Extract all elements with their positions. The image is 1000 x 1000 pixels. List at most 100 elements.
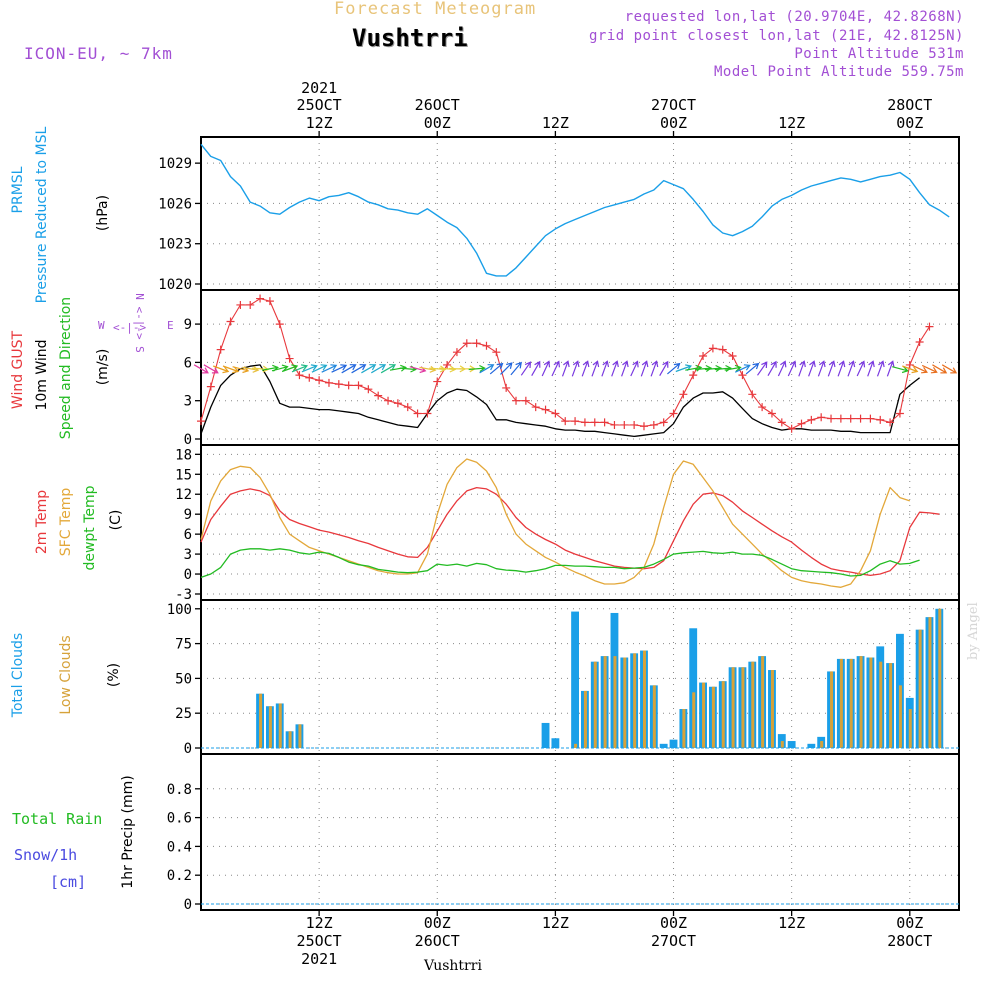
wind-direction-arrow bbox=[745, 362, 760, 375]
wind-direction-arrow bbox=[724, 364, 742, 372]
gust-marker bbox=[659, 418, 668, 427]
wind-direction-arrow bbox=[571, 360, 580, 377]
total-cloud-bar bbox=[659, 743, 668, 748]
wind-direction-arrow bbox=[291, 364, 309, 373]
low-cloud-bar bbox=[259, 693, 263, 748]
total-cloud-bar bbox=[787, 741, 796, 748]
label-snow-unit: [cm] bbox=[50, 873, 86, 891]
y-tick-label: 9 bbox=[184, 317, 192, 333]
total-cloud-bar bbox=[571, 611, 579, 748]
wind-direction-arrow bbox=[212, 365, 230, 374]
wind-direction-arrow bbox=[767, 360, 777, 376]
wind-direction-arrow bbox=[932, 364, 948, 374]
wind-direction-arrow bbox=[500, 362, 513, 375]
y-tick-label: 100 bbox=[167, 602, 192, 618]
gust-marker bbox=[512, 396, 521, 405]
low-cloud-bar bbox=[633, 653, 637, 748]
gust-marker bbox=[413, 409, 422, 418]
low-cloud-bar bbox=[741, 667, 745, 748]
wind-direction-arrow bbox=[520, 361, 532, 376]
bottom-hour-label: 00Z bbox=[660, 914, 687, 932]
gust-marker bbox=[748, 390, 757, 399]
wind-direction-arrow bbox=[419, 365, 437, 373]
low-cloud-bar bbox=[278, 703, 282, 748]
wind-direction-arrow bbox=[331, 364, 348, 373]
wind-direction-arrow bbox=[479, 364, 495, 374]
gust-marker bbox=[285, 354, 294, 363]
y-tick-label: 9 bbox=[184, 507, 192, 523]
gust-marker bbox=[708, 344, 717, 353]
low-cloud-bar bbox=[830, 671, 834, 748]
gust-marker bbox=[571, 417, 580, 426]
wind-direction-arrow bbox=[856, 360, 866, 377]
top-hour-label: 12Z bbox=[542, 114, 569, 132]
wind-direction-arrow bbox=[659, 360, 669, 376]
gust-marker bbox=[797, 419, 806, 428]
wind-direction-arrow bbox=[886, 360, 895, 377]
wind-direction-arrow bbox=[601, 360, 610, 377]
gust-marker bbox=[738, 371, 747, 380]
gust-marker bbox=[384, 396, 393, 405]
label-celsius: (C) bbox=[108, 510, 124, 531]
y-tick-label: 50 bbox=[175, 671, 192, 687]
y-tick-label: 6 bbox=[184, 355, 192, 371]
gust-marker bbox=[433, 377, 442, 386]
low-cloud-bar bbox=[613, 656, 617, 748]
panel-frame bbox=[200, 599, 960, 755]
label-low-clouds: Low Clouds bbox=[58, 635, 74, 714]
wind-direction-arrow bbox=[847, 360, 856, 377]
footer-location: Vushtrri bbox=[424, 958, 482, 974]
low-cloud-bar bbox=[820, 741, 824, 748]
wind-direction-arrow bbox=[429, 365, 447, 373]
wind-direction-arrow bbox=[704, 364, 723, 372]
gust-marker bbox=[393, 399, 402, 408]
compass-horizontal: <-|-> bbox=[113, 321, 146, 334]
gust-marker bbox=[324, 378, 333, 387]
compass-west: W bbox=[98, 319, 105, 332]
gust-marker bbox=[876, 415, 885, 424]
bottom-hour-label: 00Z bbox=[424, 914, 451, 932]
low-cloud-bar bbox=[593, 661, 597, 748]
low-cloud-bar bbox=[761, 656, 765, 748]
gust-marker bbox=[718, 345, 727, 354]
low-cloud-bar bbox=[288, 731, 292, 748]
gust-marker bbox=[925, 322, 934, 331]
gust-marker bbox=[807, 415, 816, 424]
wind-direction-arrow bbox=[714, 364, 732, 372]
y-tick-label: 1023 bbox=[158, 237, 192, 253]
gust-marker bbox=[886, 418, 895, 427]
low-cloud-bar bbox=[839, 658, 843, 748]
wind-direction-arrow bbox=[777, 360, 787, 377]
wind-direction-arrow bbox=[837, 360, 846, 377]
bottom-date-label: 26OCT bbox=[415, 932, 460, 950]
gust-marker bbox=[866, 414, 875, 423]
wind-direction-arrow bbox=[222, 365, 240, 374]
compass-vertical: N <-|-> S bbox=[133, 293, 146, 353]
gust-marker bbox=[600, 418, 609, 427]
y-tick-label: 1026 bbox=[158, 196, 192, 212]
top-hour-label: 12Z bbox=[778, 114, 805, 132]
wind-direction-arrow bbox=[581, 360, 590, 377]
bottom-year-label: 2021 bbox=[301, 950, 337, 968]
gust-marker bbox=[295, 371, 304, 380]
low-cloud-bar bbox=[879, 661, 883, 748]
wind-direction-arrow bbox=[798, 360, 806, 377]
compass-east: E bbox=[167, 319, 174, 332]
requested-coordinates: requested lon,lat (20.9704E, 42.8268N) bbox=[624, 9, 964, 25]
gust-marker bbox=[206, 382, 215, 391]
y-tick-label: 0.2 bbox=[167, 868, 192, 884]
wind-direction-arrow bbox=[361, 364, 377, 374]
grid-point-coordinates: grid point closest lon,lat (21E, 42.8125… bbox=[588, 28, 964, 44]
y-tick-label: 1029 bbox=[158, 156, 192, 172]
gust-marker bbox=[452, 348, 461, 357]
temp-2m-line bbox=[200, 486, 940, 577]
label-total-rain: Total Rain bbox=[12, 810, 102, 828]
low-cloud-bar bbox=[721, 681, 725, 748]
bottom-hour-label: 12Z bbox=[306, 914, 333, 932]
wind-direction-arrow bbox=[630, 360, 639, 377]
wind-direction-arrow bbox=[734, 364, 751, 373]
bottom-date-label: 28OCT bbox=[887, 932, 932, 950]
top-date-label: 28OCT bbox=[887, 96, 932, 114]
label-10m-wind: 10m Wind bbox=[34, 339, 50, 410]
y-tick-label: 0 bbox=[184, 897, 192, 913]
